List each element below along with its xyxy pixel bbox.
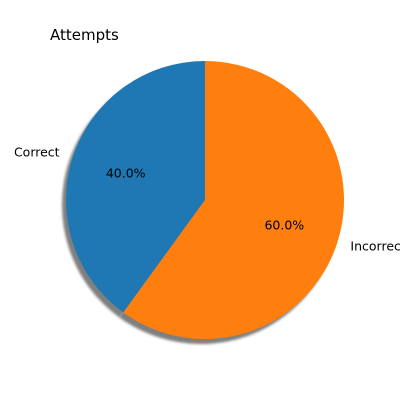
category-label-incorrect: Incorrect: [350, 239, 400, 254]
percent-label-incorrect: 60.0%: [264, 217, 304, 232]
slice-correct: [66, 61, 205, 313]
chart-title: Attempts: [50, 26, 119, 44]
category-label-correct: Correct: [14, 144, 60, 159]
percent-label-correct: 40.0%: [106, 166, 146, 181]
slice-incorrect: [123, 61, 345, 339]
pie-labels: Correct 40.0% Incorrect 60.0%: [14, 144, 400, 253]
pie-slices: [66, 61, 345, 339]
